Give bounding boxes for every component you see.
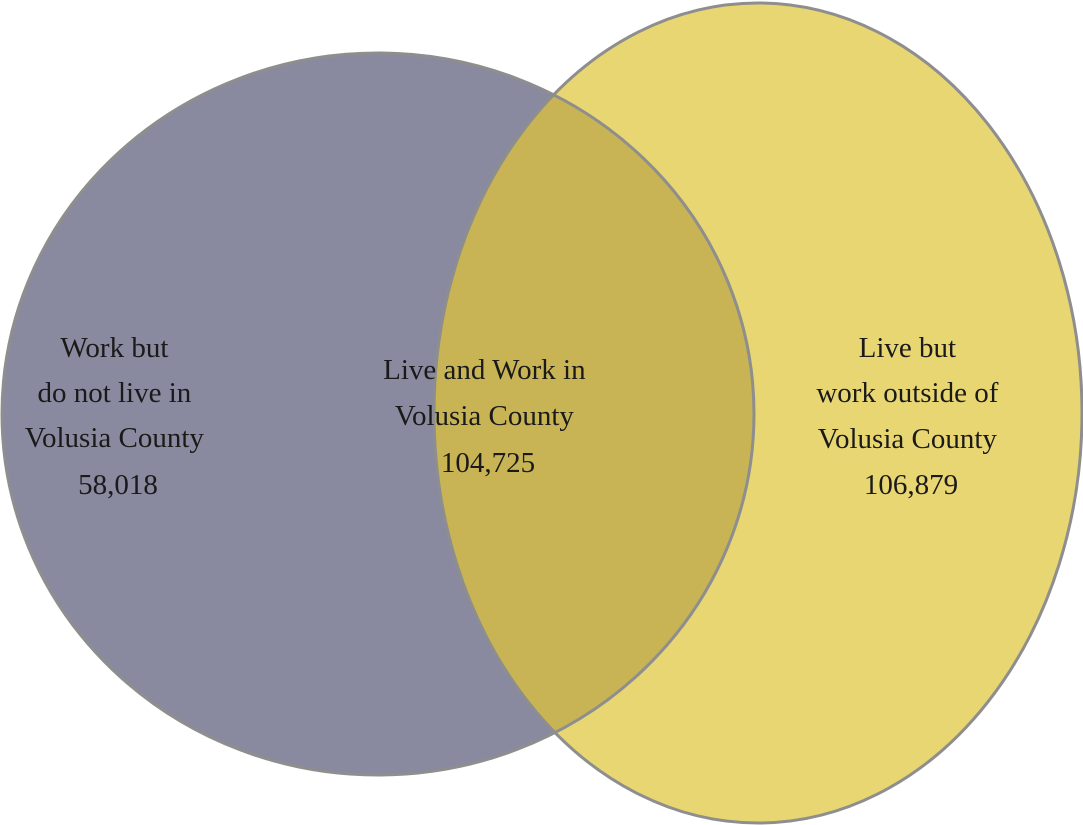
overlap-region <box>434 53 754 775</box>
left-circle-outline <box>0 51 756 777</box>
right-circle-outline <box>432 1 1083 825</box>
overlap-region-label: Live and Work in Volusia County 104,725 <box>383 354 593 479</box>
left-label-line-3: Volusia County <box>25 422 205 454</box>
overlap-label-line-2: Volusia County <box>395 400 575 432</box>
left-region-label: Work but do not live in Volusia County 5… <box>25 332 211 501</box>
overlap-label-line-1: Live and Work in <box>383 354 586 386</box>
right-region-label: Live but work outside of Volusia County … <box>816 332 1005 501</box>
right-label-line-2: work outside of <box>816 377 998 409</box>
left-label-line-1: Work but <box>60 332 168 364</box>
left-label-line-2: do not live in <box>37 377 191 409</box>
overlap-label-count: 104,725 <box>441 447 535 479</box>
right-label-line-1: Live but <box>859 332 956 364</box>
right-label-line-3: Volusia County <box>818 423 998 455</box>
right-label-count: 106,879 <box>864 469 958 501</box>
left-label-count: 58,018 <box>78 469 158 501</box>
